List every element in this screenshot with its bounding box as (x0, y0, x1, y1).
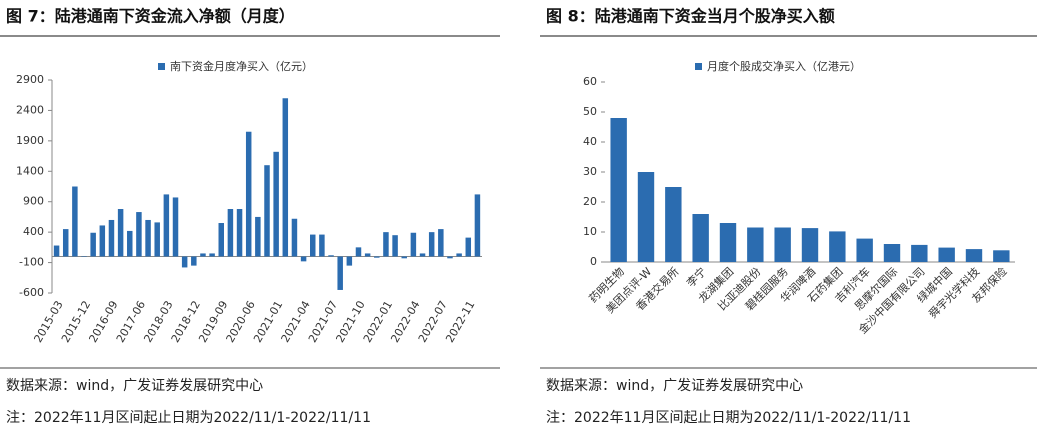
bar (665, 187, 682, 262)
y-tick-label: 30 (583, 165, 597, 178)
bar (337, 256, 343, 290)
legend-label: 南下资金月度净买入（亿元） (170, 59, 313, 73)
bar (355, 247, 362, 257)
bar (90, 232, 96, 257)
bar (72, 186, 78, 257)
bar (465, 237, 472, 257)
y-tick-label: 20 (583, 195, 597, 208)
bar (136, 212, 142, 257)
bar (319, 234, 325, 257)
bar (172, 197, 179, 257)
y-tick-label: 900 (23, 195, 44, 208)
bar (154, 222, 160, 257)
y-tick-label: 50 (583, 105, 597, 118)
y-tick-label: 1400 (16, 164, 44, 177)
bar (200, 253, 206, 257)
bar (474, 194, 481, 257)
bar (62, 229, 69, 257)
bar (401, 256, 407, 259)
bar (181, 256, 188, 268)
bar (300, 256, 307, 262)
bar (236, 209, 243, 257)
bar (747, 227, 764, 262)
bar (938, 247, 955, 262)
y-tick-label: 10 (583, 225, 597, 238)
bar (108, 219, 115, 257)
chart-title: 图 8：陆港通南下资金当月个股净买入额 (546, 7, 835, 26)
bar (883, 244, 901, 262)
bar (218, 223, 224, 257)
bar (328, 255, 334, 257)
bar (245, 131, 252, 257)
bar (829, 231, 846, 262)
bar (273, 151, 279, 257)
bar (856, 238, 873, 262)
bar (419, 253, 426, 257)
bar (993, 250, 1010, 262)
chart-title: 图 7：陆港通南下资金流入净额（月度） (6, 7, 295, 26)
bar (911, 244, 928, 262)
bar (81, 256, 87, 257)
source-text: 数据来源：wind，广发证券发展研究中心 (546, 378, 803, 394)
y-tick-label: -100 (19, 256, 44, 269)
y-tick-label: 2400 (16, 103, 44, 116)
bar (227, 209, 234, 257)
bar (383, 232, 389, 257)
bar (209, 253, 215, 257)
bar (291, 218, 298, 257)
y-tick-label: 40 (583, 135, 597, 148)
bar (692, 214, 709, 262)
bar (53, 245, 60, 257)
y-tick-label: 1900 (16, 134, 44, 147)
bar (719, 223, 737, 262)
bar (163, 194, 170, 257)
bar (364, 253, 371, 257)
y-tick-label: 60 (583, 75, 597, 88)
bar (99, 225, 106, 257)
bar (127, 230, 133, 257)
legend-label: 月度个股成交净买入（亿港元） (707, 59, 861, 73)
bar (428, 232, 435, 257)
y-tick-label: 0 (590, 255, 597, 268)
bar (310, 234, 316, 257)
note-text: 注：2022年11月区间起止日期为2022/11/1-2022/11/11 (6, 410, 371, 426)
bar (282, 98, 289, 257)
bar (264, 165, 270, 257)
y-tick-label: 2900 (16, 73, 44, 86)
bar (410, 232, 417, 257)
bar (255, 216, 261, 257)
bar (374, 256, 380, 258)
bar (145, 219, 151, 257)
y-tick-label: 400 (23, 225, 44, 238)
bar (637, 172, 655, 262)
bar (346, 256, 353, 266)
bar (456, 253, 462, 257)
bar (610, 118, 627, 262)
bar (965, 249, 983, 262)
bar (392, 235, 398, 257)
bar (191, 256, 197, 266)
bar (117, 209, 124, 257)
y-tick-label: -600 (19, 286, 44, 299)
bar (774, 227, 791, 262)
note-text: 注：2022年11月区间起止日期为2022/11/1-2022/11/11 (546, 410, 911, 426)
legend-swatch (695, 63, 702, 70)
legend-swatch (158, 63, 165, 70)
bar (438, 229, 444, 257)
bar (801, 228, 819, 262)
source-text: 数据来源：wind，广发证券发展研究中心 (6, 378, 263, 394)
bar (447, 256, 453, 259)
